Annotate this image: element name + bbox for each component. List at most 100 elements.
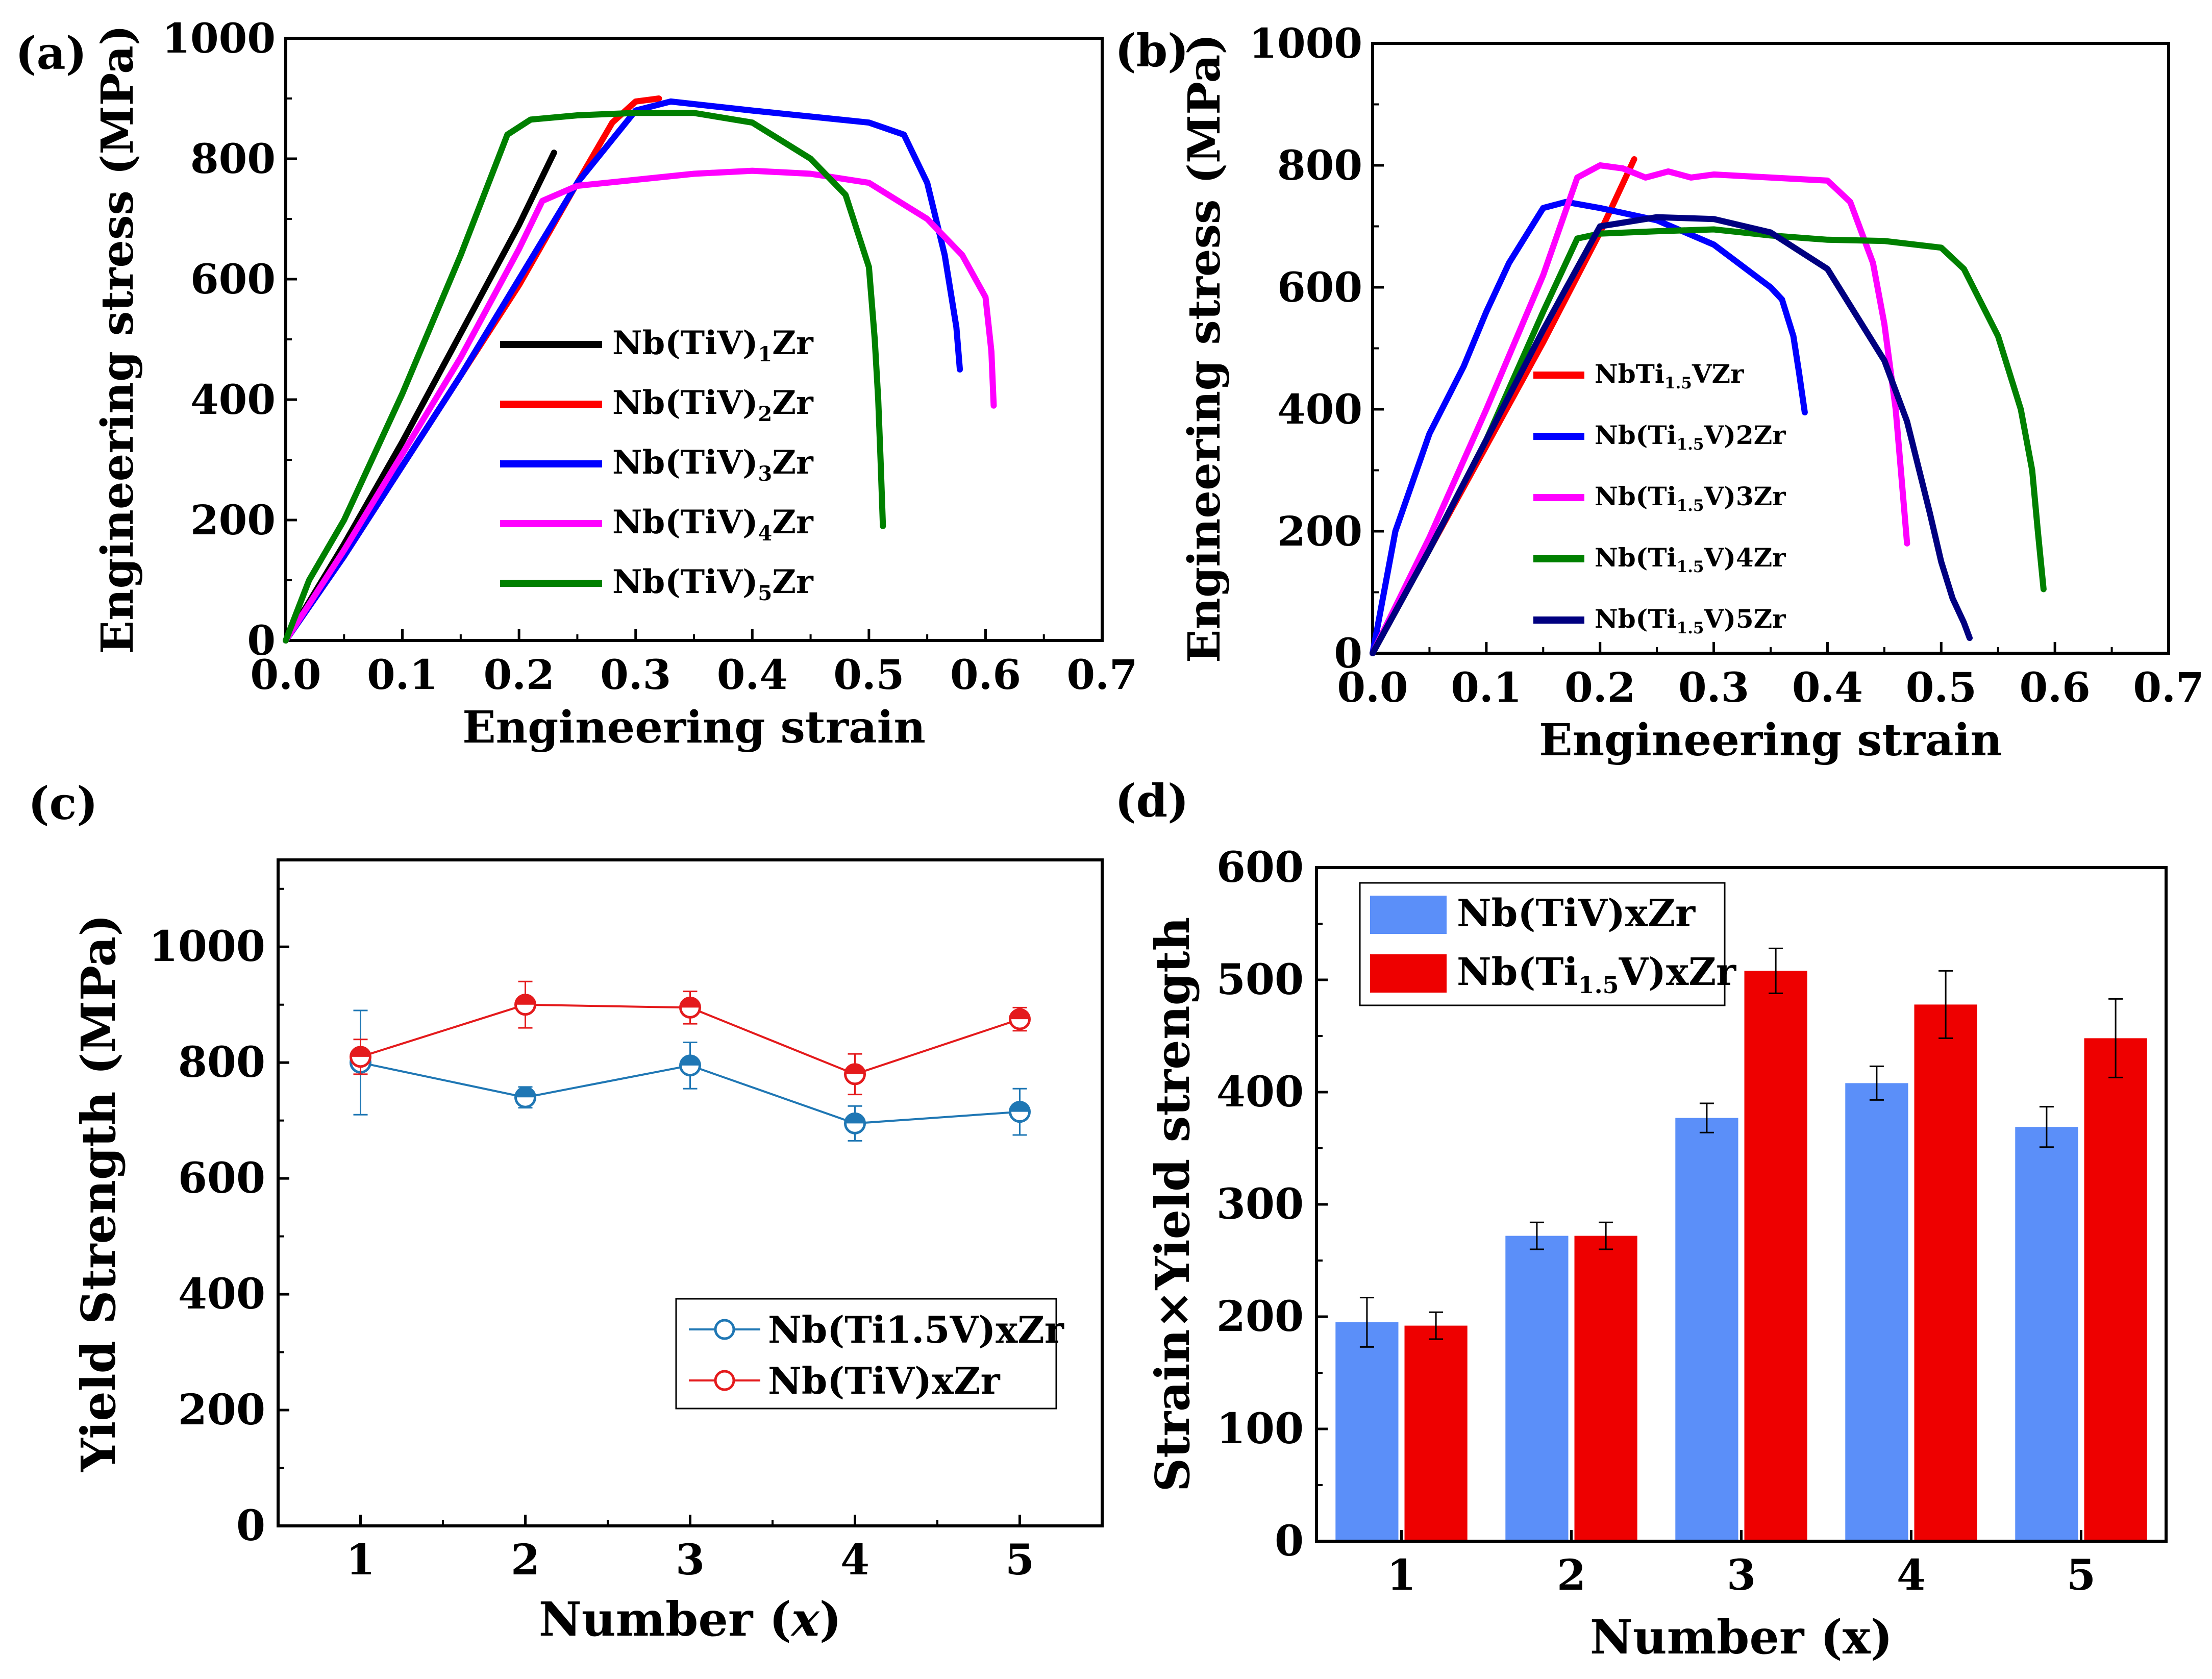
series-line	[1370, 199, 1808, 656]
data-point-fill	[845, 1064, 865, 1074]
y-tick-label: 400	[1216, 1068, 1304, 1117]
panel-label: (a)	[15, 27, 87, 80]
y-tick-label: 600	[178, 1154, 265, 1203]
series-line	[283, 150, 557, 644]
y-tick-label: 400	[190, 376, 276, 424]
legend-marker	[714, 1319, 735, 1340]
panel-d: (d) 1 2 3 4 5 0 100 200 300 400 500 600 Number (x) Str…	[1115, 774, 2168, 1665]
x-axis-label: Engineering strain	[462, 702, 926, 753]
y-axis-label: Engineering stress (MPa)	[92, 24, 143, 654]
y-tick-label: 600	[190, 255, 276, 303]
panel-label: (b)	[1115, 24, 1189, 77]
x-tick-label: 0.0	[250, 651, 321, 699]
x-tick-label: 0.7	[2133, 663, 2204, 711]
legend-entry: Nb(TiV)3Zr	[612, 443, 814, 486]
bar	[1675, 1118, 1738, 1541]
x-tick-label: 0.3	[600, 651, 671, 699]
x-tick-label: 1	[346, 1536, 375, 1585]
bar	[1914, 1004, 1977, 1541]
series-line	[283, 110, 886, 644]
legend-entry: Nb(Ti1.5V)3Zr	[1595, 481, 1786, 515]
x-tick-label: 0.4	[1792, 663, 1863, 711]
data-point-fill	[1010, 1102, 1030, 1112]
data-point-fill	[351, 1047, 370, 1057]
legend-entry: Nb(Ti1.5V)4Zr	[1595, 542, 1786, 576]
x-tick-label: 0.6	[2020, 663, 2091, 711]
x-tick-label: 3	[676, 1536, 705, 1585]
legend-box	[675, 1298, 1057, 1410]
x-tick-label: 1	[1387, 1551, 1416, 1600]
y-tick-label: 300	[1216, 1180, 1304, 1229]
x-tick-label: 0.5	[1906, 663, 1977, 711]
bar	[1404, 1325, 1468, 1541]
x-tick-label: 0.2	[1564, 663, 1635, 711]
y-tick-label: 400	[178, 1270, 265, 1319]
x-tick-label: 0.5	[833, 651, 904, 699]
bar	[1505, 1236, 1569, 1541]
series-line	[1370, 226, 2047, 656]
y-tick-label: 0	[247, 616, 276, 664]
x-tick-label: 0.1	[367, 651, 438, 699]
data-point-fill	[680, 1055, 700, 1066]
plot-frame	[277, 858, 1104, 1527]
x-axis-label: Number (x)	[1590, 1610, 1893, 1665]
legend-entry: Nb(Ti1.5V)2Zr	[1595, 420, 1786, 454]
y-tick-label: 0	[1334, 629, 1362, 677]
y-axis-label: Engineering stress (MPa)	[1179, 34, 1230, 663]
x-tick-label: 0.4	[717, 651, 788, 699]
data-point-fill	[1010, 1009, 1030, 1020]
x-tick-label: 5	[1005, 1536, 1034, 1585]
legend-entry: Nb(TiV)xZr	[1457, 892, 1696, 935]
x-tick-label: 0.1	[1451, 663, 1522, 711]
panel-a: (a) 0.0 0.1 0.2 0.3 0.4 0.5 0.6 0.7 0 200 400 600 800…	[15, 14, 1138, 753]
bar	[1744, 971, 1807, 1541]
y-tick-label: 500	[1216, 955, 1304, 1004]
y-tick-label: 800	[1277, 141, 1362, 189]
bar	[1845, 1083, 1908, 1541]
series-line	[1370, 162, 1910, 656]
y-tick-label: 1000	[162, 14, 276, 62]
x-tick-label: 0.6	[950, 651, 1021, 699]
legend-entry: Nb(TiV)1Zr	[612, 324, 814, 366]
legend-entry: Nb(Ti1.5V)xZr	[768, 1308, 1064, 1351]
x-tick-label: 4	[1897, 1551, 1926, 1600]
x-tick-label: 0.0	[1337, 663, 1408, 711]
panel-b: (b) 0.0 0.1 0.2 0.3 0.4 0.5 0.6 0.7 0 200 400 600 800…	[1115, 19, 2204, 766]
y-tick-label: 200	[178, 1386, 265, 1435]
legend-entry: Nb(TiV)2Zr	[612, 384, 814, 426]
y-tick-label: 800	[190, 135, 276, 183]
y-tick-label: 600	[1277, 263, 1362, 311]
y-tick-label: 100	[1216, 1404, 1304, 1453]
legend-entry: Nb(TiV)4Zr	[612, 503, 814, 546]
x-axis-label: Engineering strain	[1539, 714, 2002, 766]
data-point-fill	[845, 1114, 865, 1124]
panel-label: (d)	[1115, 774, 1189, 827]
series-line	[283, 167, 997, 644]
x-tick-label: 2	[511, 1536, 540, 1585]
x-tick-label: 5	[2067, 1551, 2096, 1600]
data-point-fill	[680, 998, 700, 1008]
bar	[1335, 1322, 1399, 1541]
x-tick-label: 3	[1727, 1551, 1756, 1600]
x-tick-label: 2	[1557, 1551, 1586, 1600]
x-axis-label: Number (x)	[539, 1592, 842, 1647]
panel-c: (c) 1 2 3 4 5 0 200 400 600 800 1000 Number (x) Yield…	[28, 777, 1104, 1647]
data-point-fill	[515, 995, 535, 1005]
y-tick-label: 1000	[1249, 19, 1362, 67]
y-tick-label: 200	[190, 496, 276, 544]
x-tick-label: 0.7	[1066, 651, 1137, 699]
x-tick-label: 0.2	[484, 651, 555, 699]
legend-swatch	[1370, 896, 1447, 934]
x-tick-label: 4	[840, 1536, 869, 1585]
y-tick-label: 0	[1275, 1517, 1304, 1566]
legend-marker	[714, 1370, 735, 1391]
panel-label: (c)	[28, 777, 98, 830]
y-axis-label: Yield Strength (MPa)	[71, 914, 126, 1472]
y-tick-label: 800	[178, 1038, 265, 1087]
data-point-fill	[515, 1088, 535, 1098]
legend-entry: Nb(Ti1.5V)xZr	[1457, 950, 1736, 999]
y-tick-label: 400	[1277, 385, 1362, 433]
legend-entry: Nb(TiV)xZr	[768, 1359, 1001, 1402]
y-axis-label: Strain×Yield strength	[1145, 917, 1200, 1492]
y-tick-label: 1000	[149, 922, 265, 971]
